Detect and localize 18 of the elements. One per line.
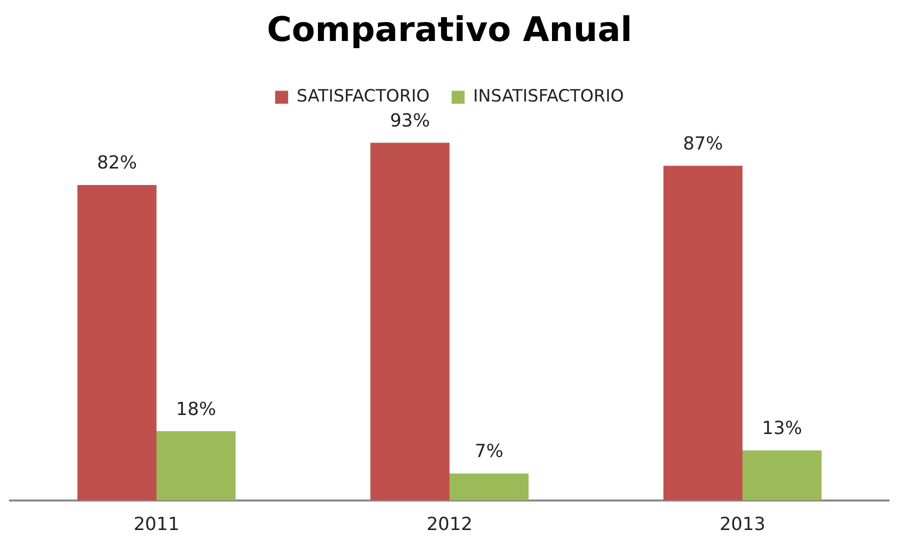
bar: [450, 473, 529, 500]
x-tick-label: 2011: [134, 514, 180, 535]
bar: [156, 431, 236, 500]
bar: [742, 450, 822, 500]
legend-label: INSATISFACTORIO: [473, 86, 624, 107]
bar: [77, 185, 156, 500]
bar: [663, 166, 742, 500]
data-label: 13%: [762, 418, 802, 440]
x-tick-label: 2013: [720, 514, 766, 535]
bar: [370, 142, 450, 500]
data-label: 7%: [474, 441, 504, 462]
x-tick-label: 2012: [426, 514, 472, 535]
chart-title: Comparativo Anual: [266, 10, 632, 50]
legend-label: SATISFACTORIO: [296, 86, 430, 107]
data-label: 87%: [682, 133, 723, 154]
data-label: 18%: [176, 398, 216, 420]
data-label: 82%: [96, 152, 137, 174]
data-label: 93%: [390, 110, 430, 132]
